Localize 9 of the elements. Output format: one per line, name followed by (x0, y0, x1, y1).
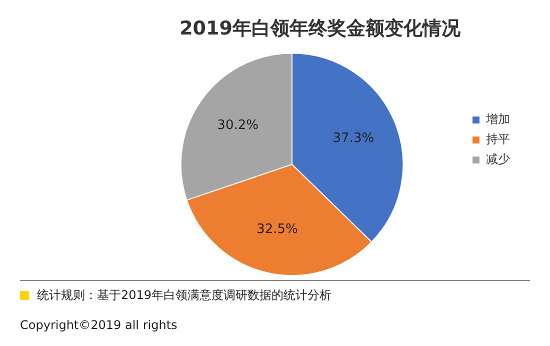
data-label: 30.2% (217, 118, 258, 133)
data-label: 32.5% (256, 222, 298, 237)
legend-label: 增加 (485, 112, 510, 126)
data-label: 37.3% (332, 130, 374, 146)
text: 统计规则：基于2019年白领满意度调研数据的统计分析 (37, 286, 332, 304)
chart-title: 2019年白领年终奖金额变化情况 (180, 17, 462, 40)
legend-label: 减少 (486, 152, 510, 166)
legend-label: 持平 (486, 132, 510, 146)
text: Copyright©2019 all rights (20, 318, 178, 332)
